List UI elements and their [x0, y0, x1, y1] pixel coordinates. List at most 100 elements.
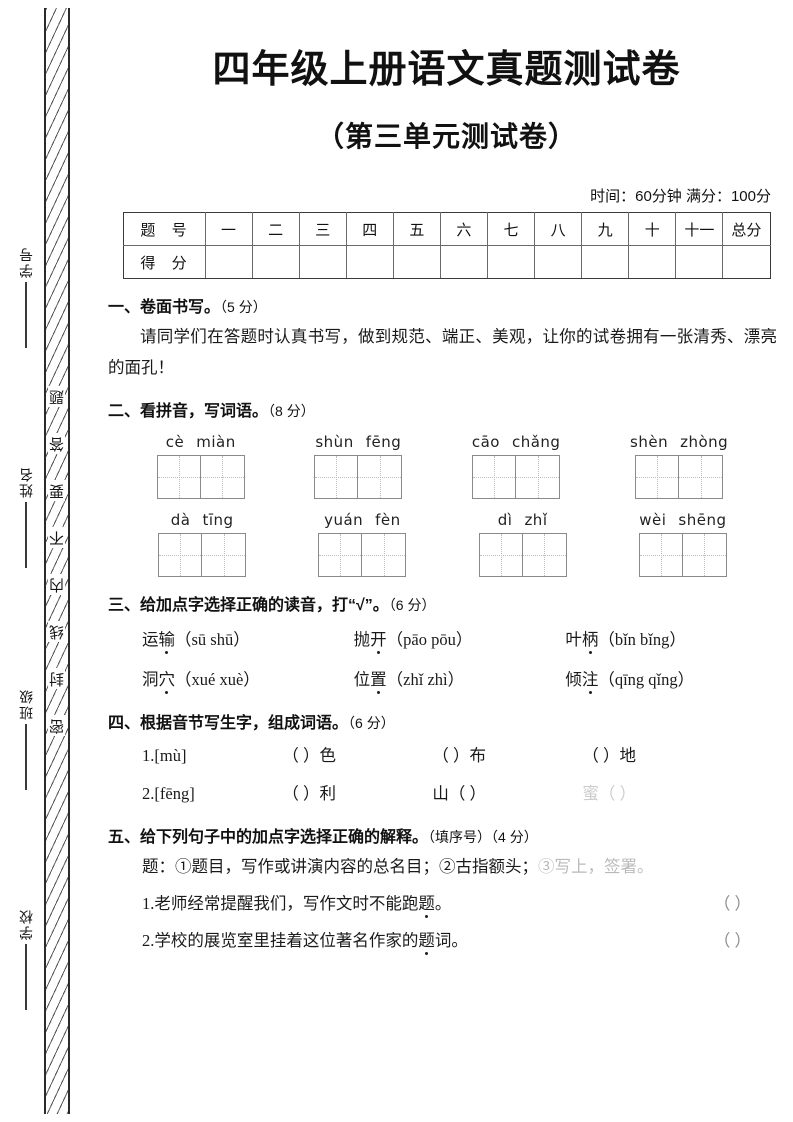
answer-blank[interactable]: （ ）利	[282, 784, 336, 803]
tianzige-cell[interactable]	[156, 455, 201, 499]
section-heading: 二、看拼音，写词语。（8 分）	[108, 397, 777, 421]
answer-blank[interactable]: （ ）地	[582, 746, 636, 765]
tianzige-cell[interactable]	[472, 455, 517, 499]
tianzige-cell[interactable]	[318, 533, 363, 577]
pronunciation-item[interactable]: 倾注（qīng qǐng）	[565, 665, 777, 695]
tianzige-grid[interactable]	[635, 455, 724, 499]
id-field-label: 班级	[18, 688, 34, 720]
pronunciation-options[interactable]: （bǐn bǐng）	[598, 630, 686, 649]
tianzige-grid[interactable]	[156, 455, 245, 499]
sentence-before: 学校的展览室里挂着这位著名作家的	[154, 931, 419, 950]
score-entry-cell[interactable]	[298, 245, 347, 279]
answer-blank[interactable]: 山（ ）	[432, 784, 486, 803]
tianzige-cell[interactable]	[314, 455, 359, 499]
section-title: 、根据音节写生字，组成词语。	[124, 715, 349, 732]
score-entry-cell[interactable]	[581, 245, 630, 279]
tianzige-grid[interactable]	[158, 533, 247, 577]
tianzige-grid[interactable]	[472, 455, 561, 499]
pinyin-syllable: miàn	[196, 433, 236, 451]
tianzige-cell[interactable]	[679, 455, 724, 499]
pinyin-row: cè miàn shùn fēng cāo chǎng shèn zhòng	[108, 433, 777, 499]
score-entry-cell[interactable]	[204, 245, 253, 279]
score-entry-cell[interactable]	[534, 245, 583, 279]
pronunciation-options[interactable]: （zhǐ zhì）	[386, 670, 465, 689]
section-number: 四	[108, 715, 125, 732]
sentence-text: 1.老师经常提醒我们，写作文时不能跑题。	[142, 888, 451, 919]
tianzige-grid[interactable]	[318, 533, 407, 577]
page-title: 四年级上册语文真题测试卷	[212, 49, 681, 91]
score-table-score-row-label: 得 分	[122, 245, 206, 279]
score-table-column-header: 十一	[675, 212, 724, 246]
gloss-tail: ③写上，签署。	[538, 857, 654, 876]
tianzige-cell[interactable]	[362, 533, 407, 577]
answer-paren[interactable]: （ ）	[713, 931, 751, 950]
section-number: 五	[108, 829, 125, 846]
score-entry-cell[interactable]	[486, 245, 536, 279]
pinyin-syllable: zhǐ	[524, 511, 548, 529]
sentence-after: 词。	[434, 931, 468, 950]
tianzige-cell[interactable]	[158, 533, 203, 577]
answer-blank[interactable]: 蜜（ ）	[582, 784, 636, 803]
score-entry-cell[interactable]	[439, 245, 488, 279]
section-title: 、看拼音，写词语。	[124, 403, 269, 420]
answer-blank[interactable]: （ ）色	[282, 746, 336, 765]
tianzige-cell[interactable]	[478, 533, 523, 577]
tianzige-cell[interactable]	[682, 533, 727, 577]
section-二: 二、看拼音，写词语。（8 分） cè miàn shùn fēng cāo chǎng shè…	[108, 397, 777, 577]
section-title: 、卷面书写。	[124, 299, 221, 316]
score-entry-cell[interactable]	[628, 245, 677, 279]
id-field-name[interactable]: 姓名	[6, 466, 46, 568]
score-entry-cell[interactable]	[675, 245, 724, 279]
section-heading: 三、给加点字选择正确的读音，打“√”。（6 分）	[108, 591, 777, 615]
id-field-label: 学校	[18, 908, 34, 940]
section-title: 、给下列句子中的加点字选择正确的解释。	[124, 829, 429, 846]
pinyin-syllables: wèi shēng	[639, 511, 726, 529]
sealed-line-margin: 题答要不内线封密 学号 姓名 班级 学校	[0, 0, 100, 1122]
id-field-school[interactable]: 学校	[6, 908, 46, 1010]
pinyin-syllable: tīng	[202, 511, 234, 529]
id-field-class[interactable]: 班级	[6, 688, 46, 790]
answer-paren[interactable]: （ ）	[713, 894, 751, 913]
tianzige-grid[interactable]	[314, 455, 403, 499]
score-entry-cell[interactable]	[345, 245, 394, 279]
pronunciation-options[interactable]: （pāo pōu）	[386, 630, 473, 649]
tianzige-grid[interactable]	[478, 533, 567, 577]
tianzige-cell[interactable]	[516, 455, 561, 499]
pronunciation-options[interactable]: （sū shū）	[175, 630, 250, 649]
pinyin-syllable: shèn	[630, 433, 669, 451]
id-field-student-number[interactable]: 学号	[6, 246, 46, 348]
tianzige-cell[interactable]	[358, 455, 403, 499]
score-entry-cell[interactable]	[251, 245, 300, 279]
syllable-word-row: 1. [mù] （ ）色 （ ）布 （ ）地	[108, 741, 777, 771]
tianzige-cell[interactable]	[638, 533, 683, 577]
section-heading: 五、给下列句子中的加点字选择正确的解释。（填序号）（4 分）	[108, 823, 777, 847]
answer-blank[interactable]: （ ）布	[432, 746, 486, 765]
pronunciation-options[interactable]: （qīng qǐng）	[598, 670, 695, 689]
score-entry-cell[interactable]	[722, 245, 771, 279]
pronunciation-options[interactable]: （xué xuè）	[175, 670, 260, 689]
pronunciation-item[interactable]: 位置（zhǐ zhì）	[354, 665, 566, 695]
tianzige-cell[interactable]	[522, 533, 567, 577]
item-index: 1.	[142, 894, 155, 913]
gloss-head: 题：①题目，写作或讲演内容的总名目；②古指额头；	[142, 857, 538, 876]
pinyin-word-item: shèn zhòng	[630, 433, 728, 499]
tianzige-cell[interactable]	[635, 455, 680, 499]
exam-meta: 时间：60分钟 满分：100分	[590, 188, 771, 205]
pronunciation-item[interactable]: 运输（sū shū）	[142, 625, 354, 655]
pronunciation-item[interactable]: 洞穴（xué xuè）	[142, 665, 354, 695]
pronunciation-item[interactable]: 抛开（pāo pōu）	[354, 625, 566, 655]
pinyin-syllables: cè miàn	[166, 433, 236, 451]
tianzige-cell[interactable]	[200, 455, 245, 499]
dotted-char: 注	[581, 670, 599, 689]
score-entry-cell[interactable]	[392, 245, 441, 279]
pinyin-syllables: shèn zhòng	[630, 433, 728, 451]
pronunciation-item[interactable]: 叶柄（bǐn bǐng）	[565, 625, 777, 655]
word-char: 倾	[565, 670, 582, 689]
item-index: 2.	[142, 931, 155, 950]
score-table-column-header: 六	[439, 212, 488, 246]
pinyin-syllable: cè	[165, 433, 185, 451]
syllable-word-row: 2. [fēng] （ ）利 山（ ） 蜜（ ）	[108, 779, 777, 809]
tianzige-cell[interactable]	[202, 533, 247, 577]
page-subtitle: （第三单元测试卷）	[315, 121, 577, 152]
tianzige-grid[interactable]	[638, 533, 727, 577]
